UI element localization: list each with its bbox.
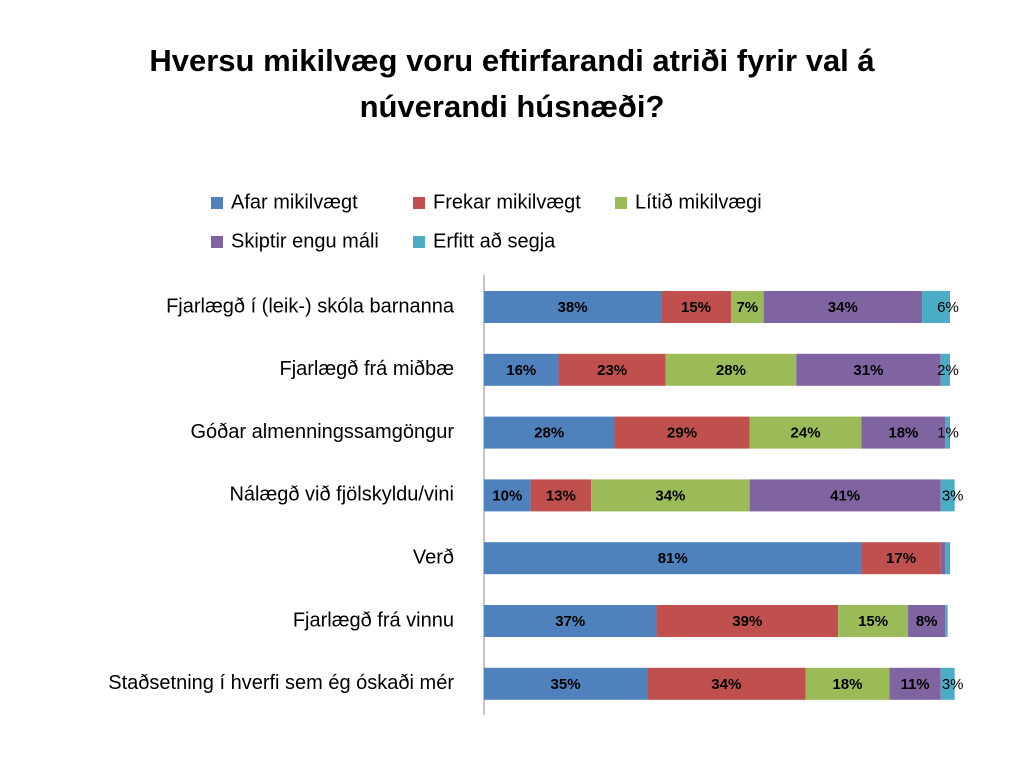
value-label: 81% [658,550,688,567]
bar-segment [484,667,648,700]
bar-segment [861,542,941,575]
bar-segment [484,291,662,323]
value-label: 23% [597,362,627,379]
value-label: 11% [900,676,929,693]
bar-segment [940,542,946,575]
bar-segment [614,416,750,449]
value-label: 3% [942,487,964,504]
bar-segment [484,479,531,512]
bar-segment [484,353,559,386]
legend-label: Frekar mikilvægt [433,191,581,213]
value-label: 2% [937,362,959,379]
bar-segment [661,291,731,323]
value-label: 38% [558,299,588,316]
legend-label: Afar mikilvægt [231,191,358,213]
category-label: Góðar almenningssamgöngur [191,421,455,443]
value-label: 41% [830,487,860,504]
value-label: 28% [534,425,564,442]
bar-segment [749,416,862,449]
value-label: 3% [942,676,964,693]
value-label: 17% [886,550,916,567]
value-label: 28% [716,362,746,379]
bar-segment [940,667,955,700]
bar-segment [484,605,657,637]
value-label: 8% [916,613,938,630]
legend-label: Erfitt að segja [433,230,556,252]
bar-segment [940,479,955,512]
value-label: 10% [492,487,522,504]
value-label: 15% [681,299,711,316]
legend-label: Lítið mikilvægi [635,191,762,213]
value-label: 6% [937,299,959,316]
value-label: 24% [791,425,821,442]
value-label: 18% [888,425,918,442]
value-label: 34% [828,299,858,316]
chart-title: Hversu mikilvæg voru eftirfarandi atriði… [149,43,875,124]
value-label: 37% [555,613,585,630]
value-label: 34% [655,487,685,504]
category-label: Fjarlægð frá vinnu [293,609,454,631]
bar-segment [861,416,946,449]
bar-segment [945,416,950,449]
value-label: 16% [506,362,536,379]
bar-segment [908,605,946,637]
value-label: 35% [551,676,581,693]
bar-segment [749,479,941,512]
value-label: 13% [546,487,576,504]
value-label: 31% [853,362,883,379]
value-label: 29% [667,425,697,442]
value-label: 7% [736,299,758,316]
category-label: Fjarlægð í (leik-) skóla barnanna [166,295,455,317]
legend-swatch [211,197,223,209]
bar-segment [730,291,764,323]
category-label: Staðsetning í hverfi sem ég óskaði mér [108,672,454,694]
bar-segment [796,353,941,386]
bar-segment [945,542,950,575]
legend-label: Skiptir engu máli [231,230,379,252]
bar-segment [484,542,862,575]
bar-segment [838,605,909,637]
bar-segment [484,416,615,449]
bar-segment [530,479,592,512]
bar-segment [647,667,806,700]
value-label: 18% [832,676,862,693]
bar-segment [889,667,941,700]
bar-segment [763,291,923,323]
value-label: 39% [732,613,762,630]
legend-swatch [615,197,627,209]
bar-segment [558,353,666,386]
value-label: 15% [858,613,888,630]
bar-segment [656,605,839,637]
legend-swatch [413,197,425,209]
value-label: 34% [711,676,741,693]
bar-segment [805,667,890,700]
bar-segment [665,353,797,386]
category-label: Fjarlægð frá miðbæ [279,358,454,380]
legend-swatch [413,236,425,248]
bar-segment [922,291,950,323]
category-label: Verð [413,546,454,568]
legend-swatch [211,236,223,248]
value-label: 1% [937,425,959,442]
bar-segment [945,605,948,637]
bar-segment [940,353,950,386]
category-label: Nálægð við fjölskyldu/vini [229,484,454,506]
bar-segment [591,479,750,512]
